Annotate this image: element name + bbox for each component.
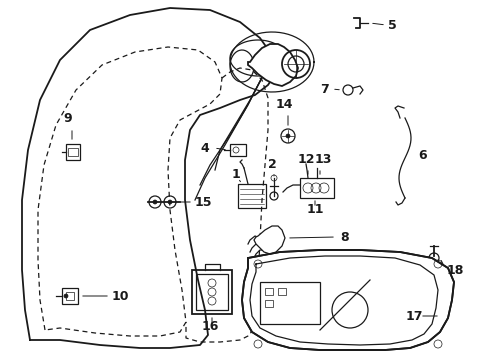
Circle shape bbox=[153, 200, 157, 204]
Text: 13: 13 bbox=[314, 153, 331, 166]
Bar bbox=[62, 288, 78, 304]
Circle shape bbox=[168, 200, 172, 204]
Text: 17: 17 bbox=[405, 310, 423, 323]
Text: 7: 7 bbox=[319, 82, 328, 95]
Bar bbox=[264, 300, 272, 307]
Text: 8: 8 bbox=[339, 230, 348, 243]
Bar bbox=[278, 288, 285, 295]
Bar bbox=[68, 148, 78, 156]
Text: 2: 2 bbox=[267, 158, 276, 171]
Text: 4: 4 bbox=[200, 141, 208, 154]
Bar bbox=[192, 270, 231, 314]
Text: 9: 9 bbox=[63, 112, 72, 125]
Circle shape bbox=[285, 134, 289, 138]
Bar bbox=[66, 144, 80, 160]
Bar bbox=[66, 292, 74, 300]
Text: 11: 11 bbox=[305, 203, 323, 216]
Circle shape bbox=[64, 294, 68, 298]
Bar bbox=[229, 144, 245, 156]
Text: 10: 10 bbox=[112, 289, 129, 302]
Bar bbox=[196, 274, 227, 310]
Bar bbox=[264, 288, 272, 295]
Text: 15: 15 bbox=[195, 195, 212, 208]
Bar bbox=[299, 178, 333, 198]
Text: 5: 5 bbox=[387, 18, 396, 32]
Polygon shape bbox=[247, 44, 297, 86]
Text: 6: 6 bbox=[417, 149, 426, 162]
Text: 1: 1 bbox=[231, 167, 240, 180]
Polygon shape bbox=[253, 226, 285, 254]
Text: 16: 16 bbox=[201, 320, 218, 333]
Text: 18: 18 bbox=[446, 265, 464, 278]
Text: 14: 14 bbox=[275, 98, 292, 111]
Polygon shape bbox=[242, 250, 453, 350]
Text: 12: 12 bbox=[297, 153, 314, 166]
Bar bbox=[260, 282, 319, 324]
Bar bbox=[238, 184, 265, 208]
